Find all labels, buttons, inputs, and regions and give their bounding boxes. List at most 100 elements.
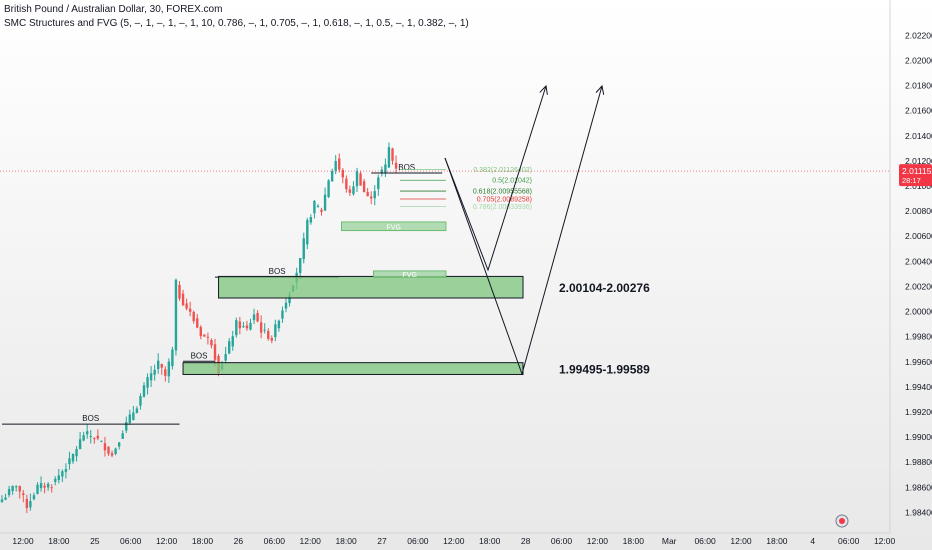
candle-body	[61, 471, 64, 477]
bull-candle	[15, 485, 18, 492]
bull-candle	[125, 416, 128, 434]
candle-body	[164, 369, 167, 376]
candle-body	[132, 412, 135, 420]
candle-body	[39, 483, 43, 489]
candle-body	[139, 396, 142, 406]
candle-body	[149, 373, 153, 381]
time-tick-label: 27	[377, 536, 387, 546]
candle-body	[174, 279, 178, 351]
bear-candle	[259, 315, 263, 339]
candle-body	[146, 377, 149, 388]
bear-candle	[362, 178, 366, 193]
candle-body	[117, 442, 121, 447]
price-tick-label: 2.01400	[905, 131, 932, 141]
bull-candle	[355, 167, 359, 192]
bear-candle	[43, 482, 46, 494]
candle-body	[46, 483, 50, 488]
price-tick-label: 1.99600	[905, 357, 932, 367]
bull-candle	[32, 492, 36, 501]
bull-candle	[316, 204, 320, 208]
bos-label: BOS	[191, 351, 208, 360]
candle-body	[394, 162, 398, 169]
time-axis[interactable]: 12:00 18:00 25 06:00 12:00 18:00 26 06:00 12:00 1…	[0, 532, 896, 546]
price-tick-label: 2.01800	[905, 81, 932, 91]
time-tick-label: 06:00	[407, 536, 429, 546]
price-tick-label: 1.99200	[905, 407, 932, 417]
candle-body	[370, 196, 373, 199]
bear-candle	[18, 485, 21, 499]
demand-zone[interactable]	[182, 362, 524, 375]
time-tick-label: 26	[234, 536, 244, 546]
candle-body	[228, 341, 231, 354]
bull-candle	[377, 174, 380, 196]
candle-body	[270, 338, 273, 341]
target-icon[interactable]	[835, 514, 849, 528]
bear-candle	[203, 334, 206, 337]
candle-body	[249, 322, 252, 330]
bear-candle	[25, 494, 29, 514]
bull-candle	[380, 166, 384, 177]
bull-candle	[86, 424, 89, 439]
candle-body	[29, 501, 32, 508]
time-tick-label: 12:00	[730, 536, 752, 546]
candle-body	[142, 385, 146, 397]
time-tick-label: 18:00	[766, 536, 788, 546]
candle-body	[103, 443, 107, 451]
candle-body	[7, 489, 11, 496]
bear-candle	[338, 153, 341, 173]
candle-body	[75, 448, 78, 457]
fib-label: 0.705(2.0089258)	[477, 196, 532, 203]
bear-candle	[210, 338, 213, 349]
candle-body	[327, 180, 330, 198]
chart-header: British Pound / Australian Dollar, 30, F…	[4, 3, 469, 31]
bear-candle	[270, 335, 273, 344]
candle-body	[302, 238, 305, 260]
bull-candle	[306, 217, 309, 250]
target-icon-inner[interactable]	[839, 518, 845, 524]
candle-body	[82, 435, 85, 441]
bull-candle	[174, 278, 178, 356]
bull-candle	[78, 432, 82, 450]
candle-body	[341, 169, 344, 178]
candle-body	[210, 339, 213, 346]
candle-body	[277, 320, 281, 329]
bull-candle	[384, 158, 387, 178]
candles	[0, 142, 398, 514]
demand-zone[interactable]	[218, 275, 524, 299]
bull-candle	[71, 453, 75, 464]
bear-candle	[345, 175, 348, 193]
bull-candle	[117, 441, 121, 450]
bear-candle	[341, 168, 344, 184]
time-tick-label: 18:00	[335, 536, 357, 546]
candle-body	[384, 164, 387, 173]
candle-body	[68, 458, 71, 465]
candle-body	[153, 369, 156, 375]
candle-body	[196, 318, 199, 328]
candle-body	[86, 431, 89, 435]
candle-body	[366, 192, 369, 197]
fib-label: 0.382(2.01126402)	[473, 167, 532, 174]
bull-candle	[387, 142, 391, 169]
fvg-box	[341, 221, 447, 232]
candle-body	[330, 171, 334, 182]
candle-body	[284, 302, 288, 309]
bull-candle	[167, 358, 171, 383]
bull-candle	[139, 393, 142, 410]
bear-candle	[370, 191, 373, 205]
candle-body	[377, 177, 380, 190]
candle-body	[96, 435, 100, 439]
bear-candle	[93, 437, 96, 444]
bull-candle	[263, 323, 266, 334]
time-tick-label: 18:00	[48, 536, 70, 546]
time-tick-label: 12:00	[300, 536, 322, 546]
bear-candle	[107, 446, 110, 456]
bar-countdown: 28:17	[902, 176, 921, 185]
candle-body	[93, 438, 96, 440]
bear-candle	[160, 363, 163, 375]
candle-body	[135, 408, 139, 414]
fib-label: 0.5(2.01042)	[492, 178, 532, 185]
indicator-legend[interactable]: SMC Structures and FVG (5, –, 1, –, 1, –…	[4, 18, 469, 29]
